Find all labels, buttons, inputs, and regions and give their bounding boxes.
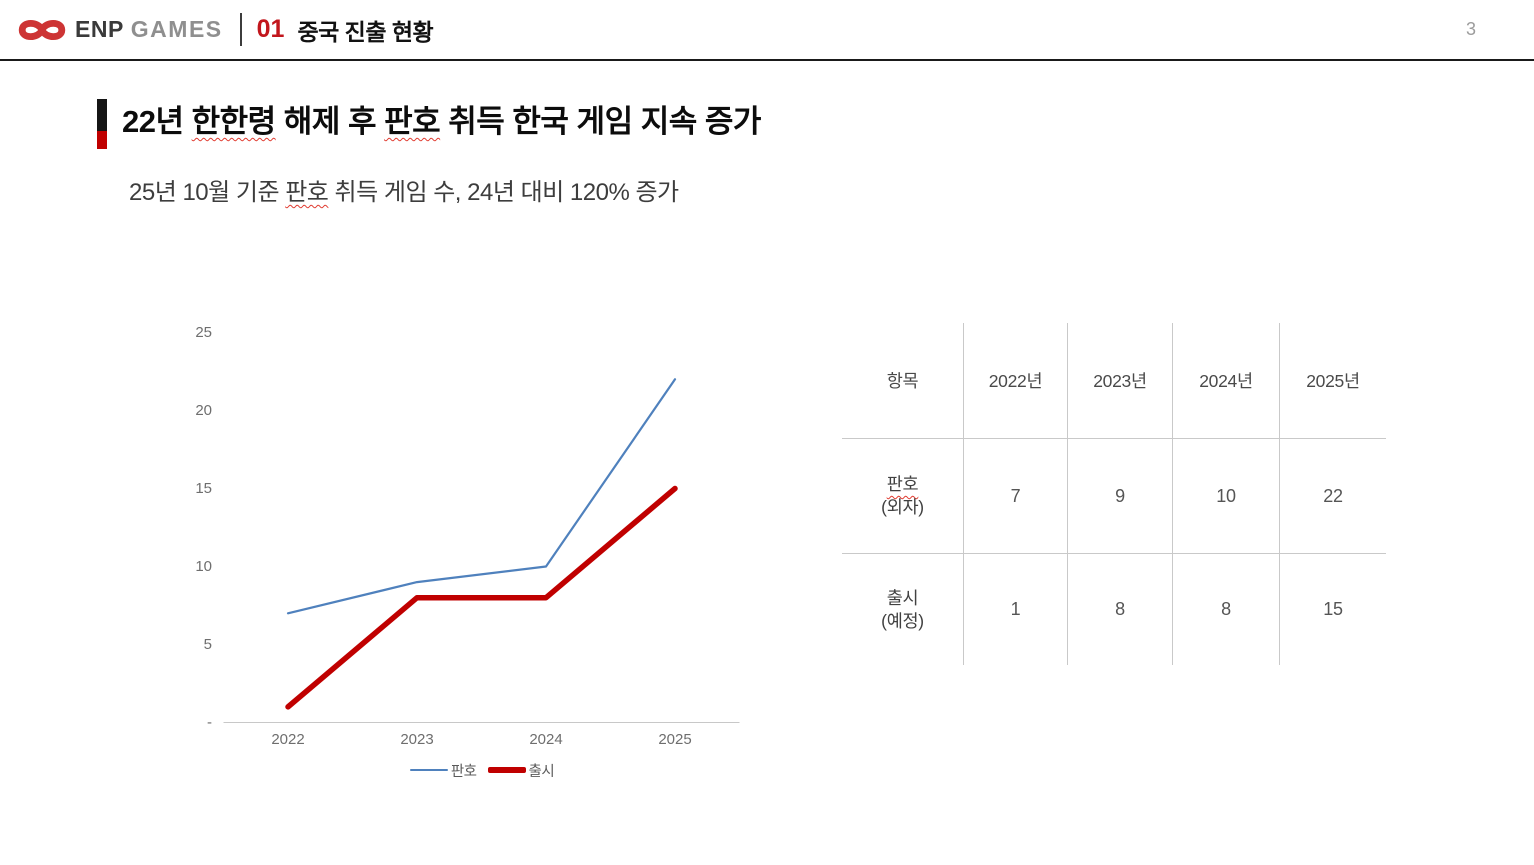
slide-subtitle: 25년 10월 기준 판호 취득 게임 수, 24년 대비 120% 증가: [129, 176, 1129, 210]
x-axis-tick-label: 2024: [529, 731, 562, 748]
legend-label: 판호: [450, 763, 477, 780]
table-header-cell: 2023년: [1067, 323, 1172, 438]
slide-header: ENP GAMES 01 중국 진출 현황 3: [0, 0, 1534, 61]
row-label-main: 출시: [886, 587, 919, 608]
y-axis-tick-label: 15: [195, 480, 212, 497]
series-line-판호: [286, 378, 677, 615]
row-label-sub: (예정): [881, 610, 924, 631]
legend-label: 출시: [528, 763, 555, 780]
enp-infinity-logo-icon: [18, 19, 66, 40]
x-axis-tick-label: 2022: [271, 731, 304, 748]
page-number: 3: [1465, 19, 1476, 39]
legend-item: 판호: [409, 760, 477, 781]
spellcheck-marked-text: 판호: [384, 104, 441, 139]
section-title: 중국 진출 현황: [297, 18, 434, 45]
brand-name: ENP GAMES: [75, 16, 223, 43]
table-row-label: 출시 (예정): [842, 553, 963, 665]
table-cell: 22: [1279, 438, 1386, 553]
table-header-cell: 2024년: [1172, 323, 1279, 438]
y-axis-tick-label: -: [207, 714, 212, 731]
title-accent-bar: [97, 99, 107, 149]
spellcheck-marked-text: 한한령: [191, 104, 277, 139]
table-cell: 1: [963, 553, 1067, 665]
brand-enp: ENP: [75, 16, 124, 42]
y-axis-tick-label: 5: [204, 636, 212, 653]
section-number: 01: [256, 15, 285, 43]
row-label-main: 판호: [886, 474, 919, 494]
table-header-cell: 항목: [886, 371, 919, 391]
text-segment: 22년: [122, 104, 192, 139]
legend-line-sample: [487, 767, 526, 773]
x-axis-tick-label: 2025: [658, 731, 691, 748]
table-cell: 8: [1067, 553, 1172, 665]
header-divider: [239, 13, 242, 46]
table-cell: 9: [1067, 438, 1172, 553]
row-label-sub: (외자): [881, 497, 924, 517]
legend-line-sample: [409, 769, 448, 771]
brand-games: GAMES: [130, 16, 223, 42]
spellcheck-marked-text: 판호: [285, 179, 329, 206]
legend-item: 출시: [487, 760, 555, 781]
table-cell: 15: [1279, 553, 1386, 665]
table-cell: 7: [963, 438, 1067, 553]
text-segment: 25년 10월 기준: [129, 179, 286, 206]
series-line-출시: [285, 485, 678, 710]
table-header-cell: 2022년: [963, 323, 1067, 438]
table-cell: 8: [1172, 553, 1279, 665]
slide-title: 22년 한한령 해제 후 판호 취득 한국 게임 지속 증가: [122, 97, 1222, 147]
text-segment: 해제 후: [275, 104, 385, 139]
y-axis-tick-label: 25: [195, 324, 212, 341]
y-axis-tick-label: 20: [195, 402, 212, 419]
data-table: 항목 2022년 2023년 2024년 2025년 판호 (외자) 7 9 1…: [842, 323, 1387, 665]
table-header-cell: 2025년: [1279, 323, 1386, 438]
text-segment: 취득 게임 수, 24년 대비 120% 증가: [328, 179, 680, 206]
line-chart: -5 10 15 20 25 2022 2023 2024 2025 판호 출시: [180, 310, 760, 790]
y-axis-tick-label: 10: [195, 558, 212, 575]
table-cell: 10: [1172, 438, 1279, 553]
text-segment: 취득 한국 게임 지속 증가: [440, 104, 761, 139]
table-row-label: 판호 (외자): [842, 438, 963, 553]
x-axis-tick-label: 2023: [400, 731, 433, 748]
chart-legend: 판호 출시: [192, 758, 772, 782]
